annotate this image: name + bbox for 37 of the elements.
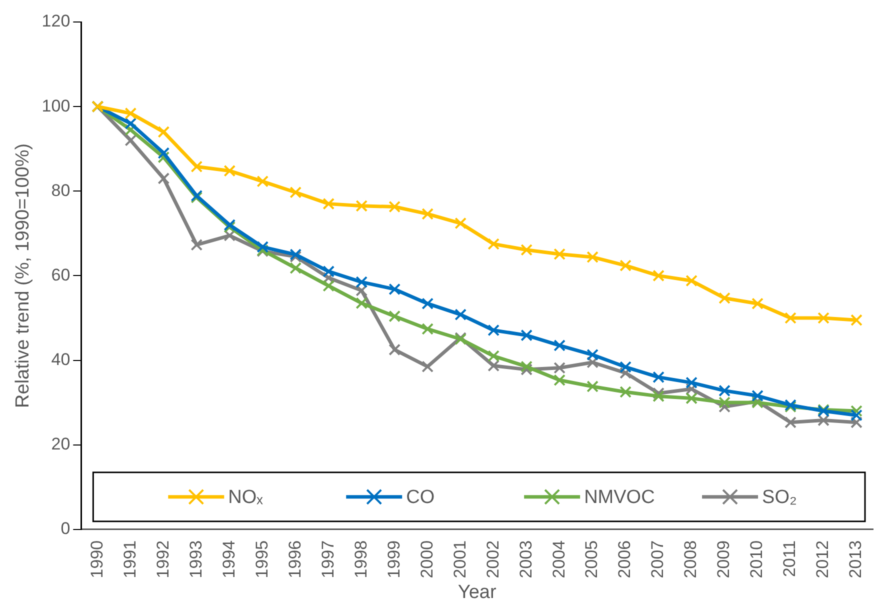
y-tick-label: 0 [60,519,70,538]
y-tick-label: 60 [51,265,70,284]
x-tick-label: 2001 [450,540,470,578]
y-axis-title: Relative trend (%, 1990=100%) [12,143,34,408]
y-tick-label: 80 [51,180,70,200]
x-tick-label: 1992 [153,540,172,578]
y-tick-label: 40 [51,350,70,369]
x-tick-label: 2005 [582,540,602,578]
legend-label: NOₓ [228,487,264,508]
x-tick-label: 1999 [384,540,404,578]
x-tick-label: 2004 [549,540,568,578]
x-tick-label: 2013 [846,540,866,578]
legend-label: NMVOC [584,487,655,508]
x-axis-title: Year [458,582,497,603]
x-tick-label: 2003 [516,540,536,578]
y-tick-label: 20 [51,434,70,454]
x-tick-label: 1993 [186,540,206,578]
x-tick-label: 2006 [615,540,634,578]
x-tick-label: 1996 [285,540,304,578]
x-tick-label: 1995 [252,540,272,578]
x-tick-label: 2012 [813,540,832,578]
legend-label: SO₂ [762,487,797,508]
x-tick-label: 2008 [681,540,700,578]
x-tick-label: 1998 [351,540,370,578]
x-tick-label: 1994 [219,540,238,578]
x-tick-label: 2002 [483,540,502,578]
x-tick-label: 2007 [648,540,668,578]
x-tick-label: 1990 [87,540,106,578]
y-tick-label: 100 [42,96,70,116]
x-tick-label: 1997 [318,540,338,578]
x-tick-label: 2009 [714,540,734,578]
x-tick-label: 2011 [780,540,800,577]
x-tick-label: 2000 [417,540,436,578]
legend-label: CO [406,487,435,508]
x-tick-label: 2010 [747,540,766,578]
y-tick-label: 120 [42,12,70,31]
x-tick-label: 1991 [120,540,140,578]
